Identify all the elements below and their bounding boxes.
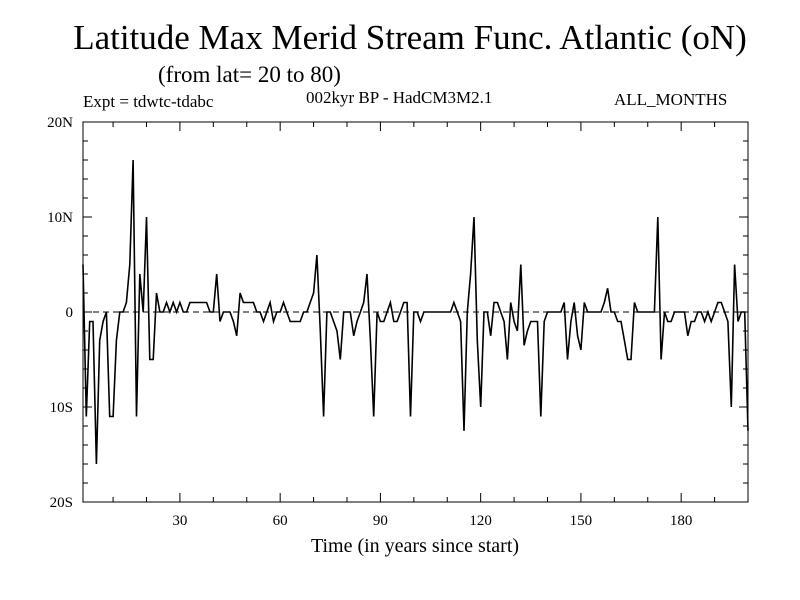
y-tick-label: 20S	[50, 495, 73, 511]
x-tick-label: 60	[273, 513, 288, 529]
experiment-label: Expt = tdwtc-tdabc	[83, 92, 214, 111]
chart-title: Latitude Max Merid Stream Func. Atlantic…	[73, 18, 747, 57]
series-line	[82, 159, 749, 465]
y-tick-label: 10S	[50, 400, 73, 416]
x-axis-title: Time (in years since start)	[310, 535, 520, 557]
x-tick-label: 180	[670, 513, 693, 529]
x-tick-label: 150	[570, 513, 593, 529]
y-tick-label: 20N	[47, 115, 73, 131]
y-tick-label: 0	[66, 305, 74, 321]
axis-ticks	[83, 122, 748, 502]
y-tick-label: 10N	[47, 210, 73, 226]
x-tick-label: 120	[469, 513, 492, 529]
plot-frame	[82, 121, 749, 503]
axis-tick-labels: 30 60 90 120 150 180 20N 10N 0 10S 20S	[47, 115, 692, 529]
data-series	[82, 159, 749, 465]
months-label: ALL_MONTHS	[614, 90, 728, 109]
chart-subtitle: (from lat= 20 to 80)	[158, 62, 341, 87]
model-label: 002kyr BP - HadCM3M2.1	[306, 88, 493, 107]
x-tick-label: 90	[373, 513, 388, 529]
x-tick-label: 30	[172, 513, 187, 529]
